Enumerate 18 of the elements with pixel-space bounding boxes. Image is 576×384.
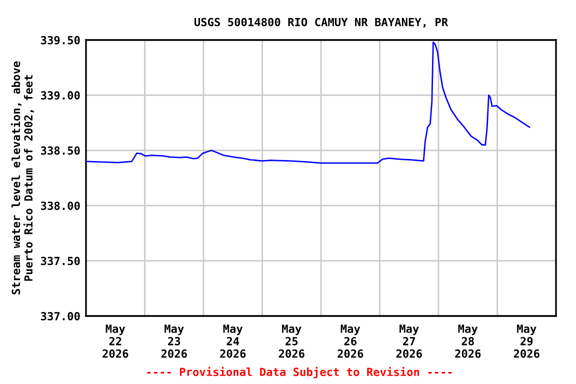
y-tick-label: 339.00 [40, 91, 80, 100]
y-axis-title: Stream water level elevation, above Puerto Rico Datum of 2002, feet [10, 61, 34, 294]
x-tick-label: May 23 2026 [161, 324, 187, 358]
x-tick-label: May 22 2026 [102, 324, 128, 358]
y-tick-label: 337.50 [40, 256, 80, 266]
x-tick-label: May 29 2026 [514, 324, 540, 358]
x-tick-label: May 26 2026 [338, 324, 364, 358]
y-tick-label: 338.50 [40, 146, 80, 155]
chart-title: USGS 50014800 RIO CAMUY NR BAYANEY, PR [194, 18, 448, 28]
line-series [86, 42, 530, 164]
x-tick-label: May 27 2026 [396, 324, 422, 358]
x-tick-label: May 25 2026 [278, 324, 304, 358]
y-tick-label: 339.50 [40, 36, 80, 44]
y-tick-label: 337.00 [40, 312, 80, 320]
text: ---- Provisional Data Subject to Revision ---- [147, 366, 452, 378]
y-tick-label: 338.00 [40, 202, 80, 210]
x-tick-label: May 24 2026 [220, 324, 246, 358]
x-tick-label: May 28 2026 [455, 324, 481, 358]
